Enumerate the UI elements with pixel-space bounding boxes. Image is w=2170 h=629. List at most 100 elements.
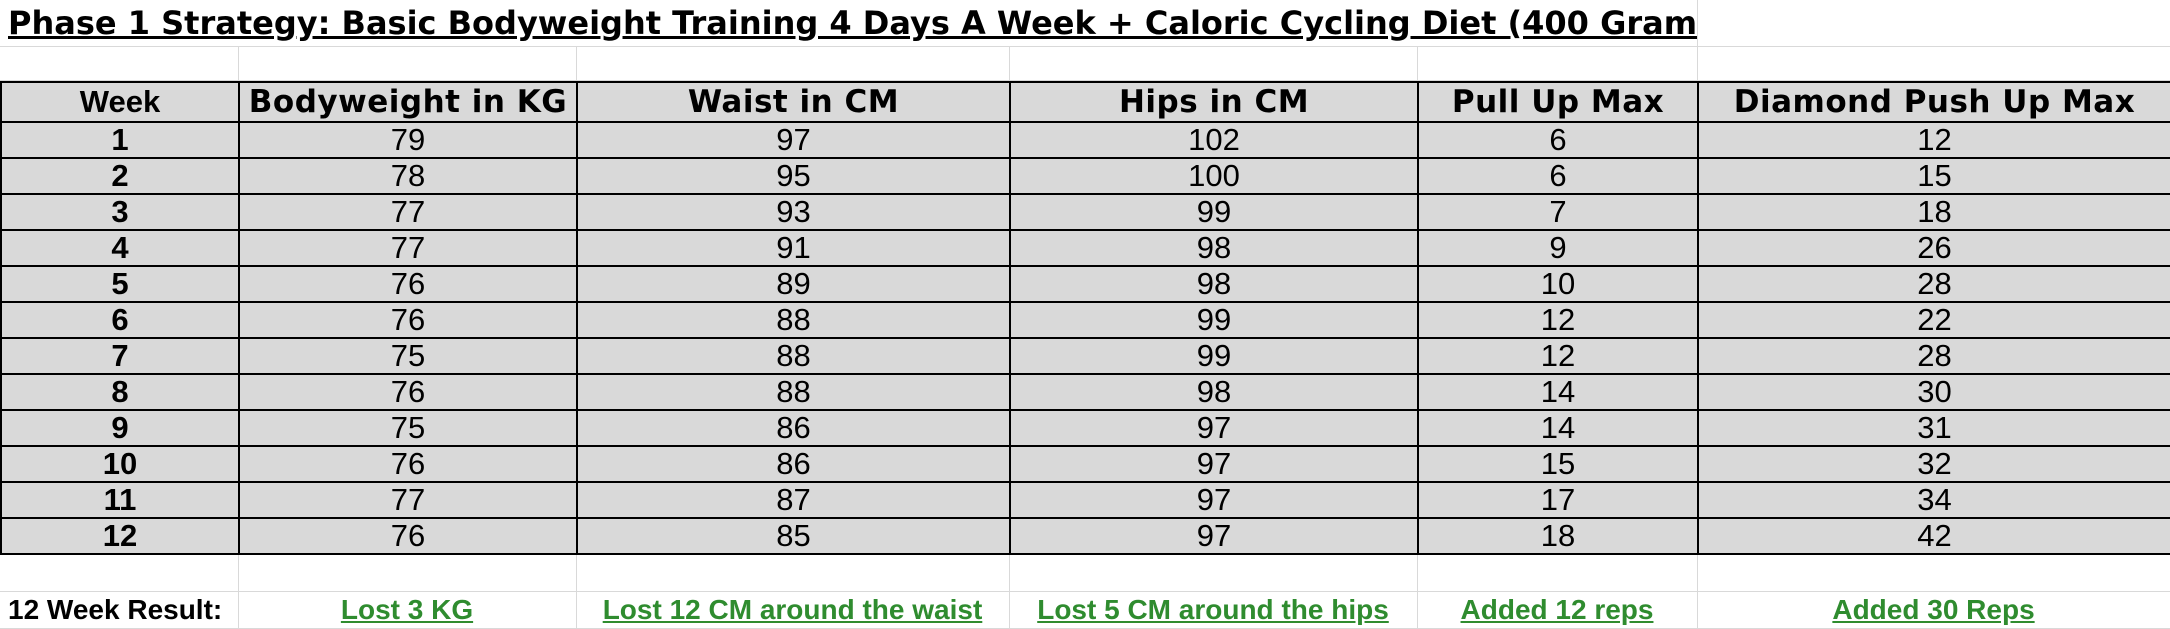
cell-bodyweight[interactable]: 76: [238, 373, 578, 411]
cell-diamond-push-up-max[interactable]: 32: [1697, 445, 2170, 483]
empty-cell[interactable]: [238, 555, 577, 592]
result-label[interactable]: 12 Week Result:: [0, 591, 239, 629]
cell-bodyweight[interactable]: 77: [238, 229, 578, 267]
cell-diamond-push-up-max[interactable]: 30: [1697, 373, 2170, 411]
cell-pull-up-max[interactable]: 6: [1417, 121, 1699, 159]
header-hips[interactable]: Hips in CM: [1009, 81, 1419, 123]
result-bodyweight-link[interactable]: Lost 3 KG: [238, 591, 577, 629]
cell-hips[interactable]: 97: [1009, 445, 1419, 483]
cell-waist[interactable]: 87: [576, 481, 1011, 519]
cell-bodyweight[interactable]: 76: [238, 301, 578, 339]
empty-cell[interactable]: [0, 555, 239, 592]
cell-pull-up-max[interactable]: 17: [1417, 481, 1699, 519]
cell-week[interactable]: 8: [0, 373, 240, 411]
empty-cell[interactable]: [1697, 555, 2170, 592]
header-pull-up-max[interactable]: Pull Up Max: [1417, 81, 1699, 123]
cell-waist[interactable]: 86: [576, 409, 1011, 447]
cell-diamond-push-up-max[interactable]: 28: [1697, 337, 2170, 375]
cell-week[interactable]: 2: [0, 157, 240, 195]
cell-week[interactable]: 1: [0, 121, 240, 159]
cell-pull-up-max[interactable]: 15: [1417, 445, 1699, 483]
cell-diamond-push-up-max[interactable]: 22: [1697, 301, 2170, 339]
cell-hips[interactable]: 97: [1009, 409, 1419, 447]
cell-week[interactable]: 5: [0, 265, 240, 303]
cell-waist[interactable]: 95: [576, 157, 1011, 195]
cell-waist[interactable]: 93: [576, 193, 1011, 231]
cell-week[interactable]: 12: [0, 517, 240, 555]
cell-diamond-push-up-max[interactable]: 34: [1697, 481, 2170, 519]
cell-pull-up-max[interactable]: 12: [1417, 337, 1699, 375]
cell-bodyweight[interactable]: 76: [238, 445, 578, 483]
cell-waist[interactable]: 88: [576, 337, 1011, 375]
cell-pull-up-max[interactable]: 12: [1417, 301, 1699, 339]
cell-diamond-push-up-max[interactable]: 28: [1697, 265, 2170, 303]
cell-bodyweight[interactable]: 77: [238, 193, 578, 231]
cell-diamond-push-up-max[interactable]: 15: [1697, 157, 2170, 195]
cell-bodyweight[interactable]: 76: [238, 265, 578, 303]
cell-waist[interactable]: 88: [576, 301, 1011, 339]
empty-cell[interactable]: [576, 46, 1010, 81]
cell-bodyweight[interactable]: 75: [238, 337, 578, 375]
cell-diamond-push-up-max[interactable]: 42: [1697, 517, 2170, 555]
result-waist-link[interactable]: Lost 12 CM around the waist: [576, 591, 1010, 629]
header-week[interactable]: Week: [0, 81, 240, 123]
empty-cell[interactable]: [1417, 46, 1698, 81]
cell-pull-up-max[interactable]: 14: [1417, 373, 1699, 411]
cell-week[interactable]: 9: [0, 409, 240, 447]
sheet-title[interactable]: Phase 1 Strategy: Basic Bodyweight Train…: [0, 0, 1698, 47]
cell-diamond-push-up-max[interactable]: 18: [1697, 193, 2170, 231]
empty-cell[interactable]: [1417, 555, 1698, 592]
cell-waist[interactable]: 86: [576, 445, 1011, 483]
cell-waist[interactable]: 89: [576, 265, 1011, 303]
cell-pull-up-max[interactable]: 6: [1417, 157, 1699, 195]
cell-hips[interactable]: 99: [1009, 193, 1419, 231]
cell-bodyweight[interactable]: 76: [238, 517, 578, 555]
cell-pull-up-max[interactable]: 10: [1417, 265, 1699, 303]
table-row: 2 78 95 100 6 15: [0, 157, 2170, 195]
cell-pull-up-max[interactable]: 14: [1417, 409, 1699, 447]
header-diamond-push-up-max[interactable]: Diamond Push Up Max: [1697, 81, 2170, 123]
cell-bodyweight[interactable]: 77: [238, 481, 578, 519]
cell-waist[interactable]: 85: [576, 517, 1011, 555]
empty-cell[interactable]: [0, 46, 239, 81]
cell-hips[interactable]: 98: [1009, 265, 1419, 303]
result-hips-link[interactable]: Lost 5 CM around the hips: [1009, 591, 1418, 629]
result-push-up-link[interactable]: Added 30 Reps: [1697, 591, 2170, 629]
empty-cell[interactable]: [1009, 46, 1418, 81]
cell-bodyweight[interactable]: 78: [238, 157, 578, 195]
cell-hips[interactable]: 100: [1009, 157, 1419, 195]
table-row: 4 77 91 98 9 26: [0, 229, 2170, 267]
cell-week[interactable]: 6: [0, 301, 240, 339]
cell-hips[interactable]: 98: [1009, 229, 1419, 267]
cell-waist[interactable]: 88: [576, 373, 1011, 411]
empty-cell[interactable]: [238, 46, 577, 81]
cell-diamond-push-up-max[interactable]: 31: [1697, 409, 2170, 447]
cell-hips[interactable]: 97: [1009, 481, 1419, 519]
cell-bodyweight[interactable]: 79: [238, 121, 578, 159]
cell-hips[interactable]: 99: [1009, 337, 1419, 375]
cell-pull-up-max[interactable]: 7: [1417, 193, 1699, 231]
cell-pull-up-max[interactable]: 18: [1417, 517, 1699, 555]
cell-diamond-push-up-max[interactable]: 26: [1697, 229, 2170, 267]
result-pull-up-link[interactable]: Added 12 reps: [1417, 591, 1698, 629]
cell-pull-up-max[interactable]: 9: [1417, 229, 1699, 267]
cell-week[interactable]: 3: [0, 193, 240, 231]
empty-cell[interactable]: [1697, 46, 2170, 81]
empty-cell[interactable]: [576, 555, 1010, 592]
cell-hips[interactable]: 99: [1009, 301, 1419, 339]
cell-waist[interactable]: 91: [576, 229, 1011, 267]
header-waist[interactable]: Waist in CM: [576, 81, 1011, 123]
cell-diamond-push-up-max[interactable]: 12: [1697, 121, 2170, 159]
header-bodyweight[interactable]: Bodyweight in KG: [238, 81, 578, 123]
cell-hips[interactable]: 102: [1009, 121, 1419, 159]
cell-week[interactable]: 4: [0, 229, 240, 267]
cell-week[interactable]: 7: [0, 337, 240, 375]
empty-cell[interactable]: [1009, 555, 1418, 592]
cell-bodyweight[interactable]: 75: [238, 409, 578, 447]
cell-hips[interactable]: 97: [1009, 517, 1419, 555]
cell-week[interactable]: 11: [0, 481, 240, 519]
empty-cell[interactable]: [1697, 0, 2170, 47]
cell-waist[interactable]: 97: [576, 121, 1011, 159]
cell-week[interactable]: 10: [0, 445, 240, 483]
cell-hips[interactable]: 98: [1009, 373, 1419, 411]
